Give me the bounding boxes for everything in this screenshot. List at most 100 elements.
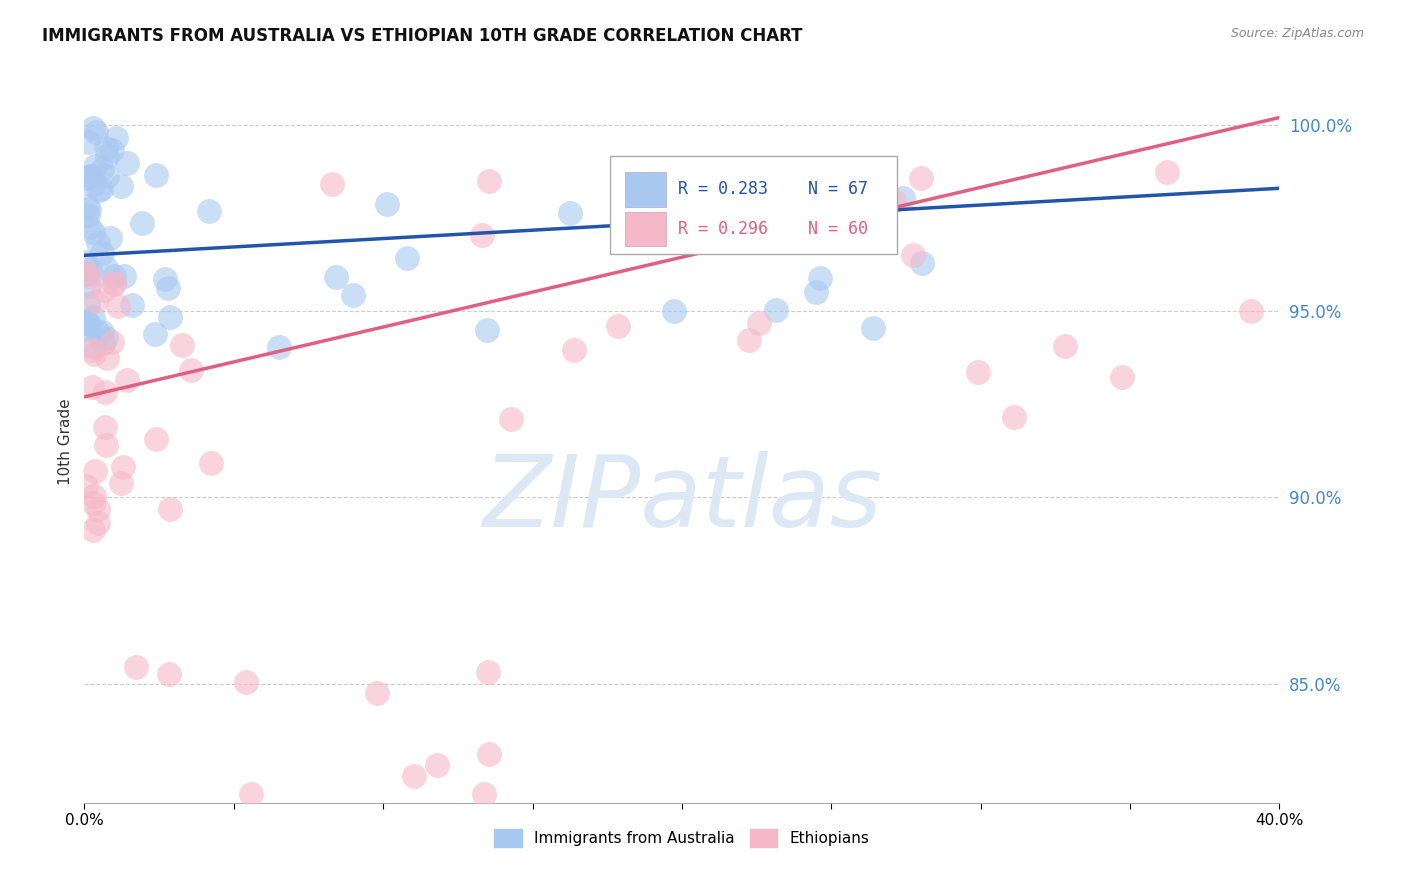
Point bbox=[110, 475, 132, 490]
Point bbox=[911, 256, 934, 270]
Y-axis label: 10th Grade: 10th Grade bbox=[58, 398, 73, 485]
Point bbox=[426, 758, 449, 772]
Point bbox=[396, 251, 419, 265]
Point bbox=[159, 310, 181, 325]
Point bbox=[87, 235, 110, 250]
Point bbox=[103, 277, 125, 291]
Point bbox=[110, 178, 132, 193]
Point bbox=[825, 194, 848, 208]
Point bbox=[235, 675, 257, 690]
Point bbox=[87, 184, 110, 198]
Point bbox=[77, 297, 100, 311]
Point bbox=[862, 321, 884, 335]
Point bbox=[96, 141, 118, 155]
Point bbox=[82, 120, 104, 135]
Point bbox=[967, 365, 990, 379]
Point bbox=[83, 347, 105, 361]
Point bbox=[634, 164, 657, 178]
Point bbox=[153, 272, 176, 286]
Point bbox=[1111, 369, 1133, 384]
Point bbox=[79, 169, 101, 183]
Point bbox=[159, 502, 181, 516]
Point bbox=[325, 269, 347, 284]
Point bbox=[558, 206, 581, 220]
Point bbox=[1053, 339, 1076, 353]
Legend: Immigrants from Australia, Ethiopians: Immigrants from Australia, Ethiopians bbox=[488, 823, 876, 853]
Point bbox=[82, 343, 104, 358]
Point bbox=[125, 659, 148, 673]
Point bbox=[1002, 409, 1025, 424]
Point bbox=[75, 171, 97, 186]
Point bbox=[82, 225, 104, 239]
Point bbox=[472, 788, 495, 802]
Point bbox=[103, 276, 125, 290]
Point bbox=[806, 285, 828, 299]
Point bbox=[115, 156, 138, 170]
Point bbox=[808, 271, 831, 285]
Point bbox=[366, 686, 388, 700]
Point bbox=[901, 247, 924, 261]
Point bbox=[172, 338, 194, 352]
Point bbox=[157, 281, 180, 295]
Point bbox=[145, 168, 167, 182]
Point bbox=[77, 208, 100, 222]
Point bbox=[121, 298, 143, 312]
Point bbox=[77, 220, 100, 235]
Point bbox=[112, 268, 135, 283]
Point bbox=[477, 323, 499, 337]
Point bbox=[103, 268, 125, 283]
Point bbox=[91, 162, 114, 177]
Point bbox=[75, 254, 97, 268]
Point bbox=[98, 231, 121, 245]
Point bbox=[75, 321, 97, 335]
Text: R = 0.283    N = 67: R = 0.283 N = 67 bbox=[678, 180, 869, 198]
Point bbox=[499, 412, 522, 426]
Bar bbox=[624, 172, 666, 207]
Point bbox=[104, 131, 127, 145]
Point bbox=[562, 343, 585, 357]
Point bbox=[76, 315, 98, 329]
Point bbox=[79, 261, 101, 276]
Point bbox=[96, 351, 118, 365]
Point bbox=[107, 299, 129, 313]
FancyBboxPatch shape bbox=[610, 156, 897, 253]
Point bbox=[96, 331, 118, 345]
Point bbox=[477, 747, 499, 761]
Point bbox=[665, 192, 688, 206]
Point bbox=[82, 178, 104, 193]
Text: R = 0.296    N = 60: R = 0.296 N = 60 bbox=[678, 220, 869, 238]
Point bbox=[77, 136, 100, 150]
Point bbox=[748, 316, 770, 330]
Point bbox=[82, 523, 104, 537]
Point bbox=[90, 182, 112, 196]
Point bbox=[1156, 164, 1178, 178]
Point bbox=[77, 278, 100, 293]
Point bbox=[239, 787, 262, 801]
Point bbox=[94, 261, 117, 276]
Point bbox=[84, 464, 107, 478]
Point bbox=[93, 283, 115, 297]
Point bbox=[77, 202, 100, 216]
Point bbox=[101, 334, 124, 349]
Bar bbox=[624, 211, 666, 246]
Point bbox=[115, 373, 138, 387]
Point bbox=[75, 266, 97, 280]
Point bbox=[662, 304, 685, 318]
Point bbox=[75, 316, 97, 330]
Point bbox=[82, 310, 104, 324]
Point bbox=[96, 438, 118, 452]
Point bbox=[87, 325, 110, 339]
Point bbox=[76, 199, 98, 213]
Point bbox=[91, 335, 114, 350]
Point bbox=[84, 159, 107, 173]
Point bbox=[90, 246, 112, 260]
Point bbox=[607, 319, 630, 334]
Point bbox=[267, 340, 290, 354]
Point bbox=[96, 169, 118, 183]
Point bbox=[477, 665, 499, 679]
Point bbox=[94, 384, 117, 399]
Point bbox=[1240, 304, 1263, 318]
Point bbox=[817, 167, 839, 181]
Point bbox=[145, 433, 167, 447]
Point bbox=[84, 125, 107, 139]
